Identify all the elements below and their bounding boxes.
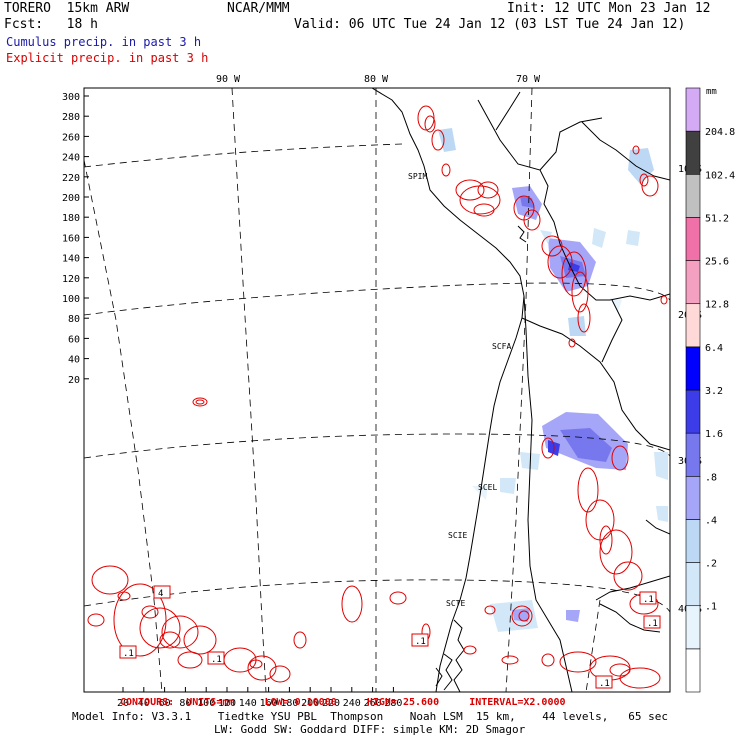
x-tick-label: 260 bbox=[364, 698, 382, 709]
colorbar-swatch bbox=[685, 562, 701, 607]
station-label: SCTE bbox=[446, 599, 465, 608]
graticule bbox=[84, 88, 670, 692]
colorbar-label: .1 bbox=[705, 602, 717, 613]
station-label: SCFA bbox=[492, 342, 511, 351]
y-tick-label: 60 bbox=[68, 334, 80, 345]
y-tick-label: 260 bbox=[62, 132, 80, 143]
model-info: Model Info: V3.3.1 Tiedtke YSU PBL Thomp… bbox=[72, 710, 669, 723]
colorbar-swatch bbox=[685, 605, 701, 650]
y-tick-label: 240 bbox=[62, 153, 80, 164]
x-tick-label: 280 bbox=[384, 698, 402, 709]
colorbar-label: 6.4 bbox=[705, 343, 723, 354]
colorbar-swatch bbox=[685, 389, 701, 434]
map-frame bbox=[83, 87, 671, 693]
contour-label: 4 bbox=[158, 589, 163, 599]
y-tick-label: 80 bbox=[68, 314, 80, 325]
colorbar-swatch bbox=[685, 173, 701, 218]
colorbar-swatch bbox=[685, 346, 701, 391]
colorbar-label: 204.8 bbox=[705, 127, 735, 138]
model-title: TORERO 15km ARW bbox=[4, 1, 130, 16]
center-name: NCAR/MMM bbox=[227, 1, 290, 16]
colorbar-swatch bbox=[685, 260, 701, 305]
colorbar-unit-label: mm bbox=[706, 87, 717, 97]
x-tick-label: 200 bbox=[301, 698, 319, 709]
x-tick-label: 20 bbox=[117, 698, 129, 709]
colorbar-label: .2 bbox=[705, 559, 717, 570]
colorbar-swatch bbox=[685, 217, 701, 261]
x-tick-label: 40 bbox=[138, 698, 150, 709]
colorbar-swatch bbox=[685, 87, 701, 132]
cumulus-precip-shading bbox=[438, 128, 668, 632]
y-axis-ticks: 300 280 260 240 220 200 180 160 140 120 100 80 60 40 2… bbox=[62, 92, 89, 386]
contour-label: .1 bbox=[643, 595, 654, 605]
lon-label: 70 W bbox=[516, 74, 541, 85]
y-tick-label: 20 bbox=[68, 375, 80, 386]
x-tick-label: 240 bbox=[343, 698, 361, 709]
init-time: Init: 12 UTC Mon 23 Jan 12 bbox=[507, 1, 711, 16]
y-tick-label: 140 bbox=[62, 254, 80, 265]
colorbar-swatch bbox=[685, 648, 701, 693]
y-tick-label: 200 bbox=[62, 193, 80, 204]
physics-info: LW: Godd SW: Goddard DIFF: simple KM: 2D… bbox=[214, 723, 526, 736]
contour-label: .1 bbox=[211, 655, 222, 665]
lon-label: 90 W bbox=[216, 74, 241, 85]
contour-label: .1 bbox=[123, 649, 134, 659]
colorbar-label: 12.8 bbox=[705, 300, 729, 311]
contour-label-boxes: 4 .1 .1 .1 .1 .1 .1 bbox=[119, 585, 661, 689]
colorbar-swatch bbox=[685, 432, 701, 477]
forecast-hour: Fcst: 18 h bbox=[4, 17, 98, 32]
y-tick-label: 280 bbox=[62, 112, 80, 123]
colorbar-swatch bbox=[685, 303, 701, 348]
colorbar: 204.8 102.4 51.2 25.6 12.8 6.4 3.2 1.6 .8 .4 .2 .1 bbox=[685, 87, 735, 693]
x-tick-label: 100 bbox=[197, 698, 215, 709]
y-tick-label: 120 bbox=[62, 274, 80, 285]
explicit-precip-contours bbox=[87, 105, 668, 689]
y-tick-label: 220 bbox=[62, 173, 80, 184]
y-tick-label: 100 bbox=[62, 294, 80, 305]
y-tick-label: 300 bbox=[62, 92, 80, 103]
y-tick-label: 40 bbox=[68, 355, 80, 366]
lon-label: 80 W bbox=[364, 74, 389, 85]
x-tick-label: 80 bbox=[179, 698, 191, 709]
station-label: SCIE bbox=[448, 531, 467, 540]
station-label: SCEL bbox=[478, 483, 497, 492]
x-tick-label: 140 bbox=[239, 698, 257, 709]
cumulus-field-label: Cumulus precip. in past 3 h bbox=[6, 35, 202, 49]
contour-label: .1 bbox=[599, 679, 610, 689]
longitude-labels: 90 W 80 W 70 W bbox=[216, 74, 541, 85]
coastline bbox=[371, 88, 670, 692]
station-label: SPIM bbox=[408, 172, 427, 181]
colorbar-label: 25.6 bbox=[705, 257, 729, 268]
x-tick-label: 160 bbox=[260, 698, 278, 709]
colorbar-swatch bbox=[685, 475, 701, 520]
x-tick-label: 220 bbox=[322, 698, 340, 709]
contours-info: CONTOURS: UNITS=mm LOW= 0.10000 HIGH= 25… bbox=[120, 697, 566, 708]
colorbar-swatch bbox=[685, 130, 701, 175]
x-tick-label: 60 bbox=[159, 698, 171, 709]
valid-time: Valid: 06 UTC Tue 24 Jan 12 (03 LST Tue … bbox=[294, 17, 686, 32]
colorbar-label: 1.6 bbox=[705, 429, 723, 440]
station-labels: SPIM SCFA SCEL SCIE SCTE bbox=[408, 172, 511, 608]
x-axis-ticks: 20 40 60 80 100 120 140 160 180 200 220 240 260 280 bbox=[117, 687, 402, 709]
explicit-field-label: Explicit precip. in past 3 h bbox=[6, 51, 209, 65]
colorbar-label: 51.2 bbox=[705, 213, 729, 224]
colorbar-swatch bbox=[685, 519, 701, 563]
colorbar-label: .4 bbox=[705, 515, 717, 526]
contour-label: .1 bbox=[647, 619, 658, 629]
x-tick-label: 180 bbox=[280, 698, 298, 709]
contour-label: .1 bbox=[415, 637, 426, 647]
colorbar-label: 3.2 bbox=[705, 386, 723, 397]
y-tick-label: 180 bbox=[62, 213, 80, 224]
colorbar-label: 102.4 bbox=[705, 170, 735, 181]
x-tick-label: 120 bbox=[218, 698, 236, 709]
colorbar-label: .8 bbox=[705, 472, 717, 483]
colorbar-unit: mm bbox=[706, 87, 717, 97]
y-tick-label: 160 bbox=[62, 233, 80, 244]
